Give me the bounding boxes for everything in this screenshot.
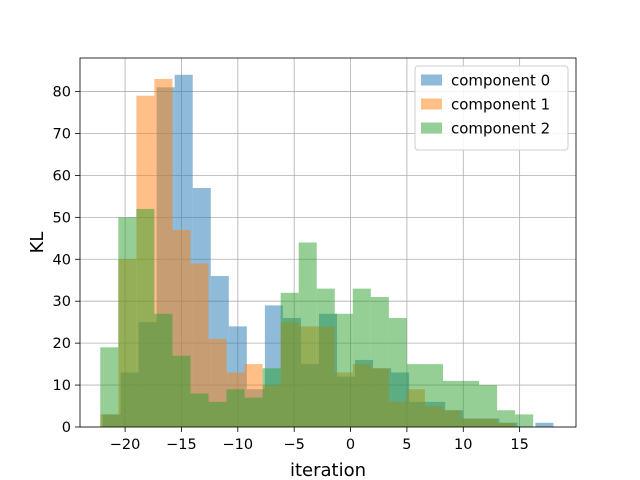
- y-axis-label: KL: [27, 232, 48, 254]
- histogram-bar: [316, 288, 335, 427]
- histogram-bars: [100, 74, 554, 428]
- legend-swatch: [421, 98, 442, 110]
- histogram-bar: [262, 368, 281, 427]
- histogram-bar: [244, 397, 263, 427]
- y-tick-label: 20: [53, 336, 71, 352]
- y-axis-ticks: 0 10 20 30 40 50 60 70 80: [53, 85, 80, 436]
- x-axis-ticks: −20 −15 −10 −5 0 5 10 15: [110, 427, 529, 453]
- histogram-bar: [334, 313, 353, 427]
- y-tick-label: 50: [53, 210, 71, 226]
- x-tick-label: −20: [110, 437, 141, 453]
- plot-frame: [79, 57, 577, 428]
- histogram-bar: [298, 242, 317, 427]
- histogram-bar: [515, 414, 534, 427]
- x-tick-label: 10: [454, 437, 472, 453]
- histogram-bar: [479, 385, 498, 427]
- histogram-bar: [172, 355, 191, 427]
- histogram-bar: [154, 313, 173, 427]
- histogram-bar: [280, 292, 299, 427]
- legend-label: component 2: [451, 120, 550, 138]
- x-tick-label: 15: [510, 437, 528, 453]
- legend-label: component 0: [451, 72, 550, 90]
- histogram-bar: [461, 380, 480, 427]
- y-tick-label: 40: [53, 252, 71, 268]
- y-tick-label: 60: [53, 168, 71, 184]
- legend-swatch: [421, 74, 442, 86]
- y-tick-label: 70: [53, 126, 71, 142]
- legend-label: component 1: [451, 96, 550, 114]
- histogram-bar: [388, 317, 407, 427]
- y-tick-label: 80: [53, 85, 71, 101]
- histogram-bar: [190, 393, 209, 427]
- histogram-bar: [190, 263, 209, 427]
- legend-box: [414, 65, 569, 151]
- legend-swatch: [421, 122, 442, 134]
- x-tick-label: 5: [402, 437, 411, 453]
- x-tick-label: −5: [283, 437, 304, 453]
- x-axis-label: iteration: [290, 460, 366, 480]
- x-tick-label: 0: [346, 437, 355, 453]
- x-tick-label: −15: [166, 437, 197, 453]
- histogram-bar: [442, 380, 462, 427]
- series-2-bars: [100, 208, 534, 427]
- y-tick-label: 10: [53, 378, 71, 394]
- histogram-bar: [370, 297, 389, 427]
- histogram-bar: [497, 410, 516, 427]
- histogram-bar: [352, 288, 371, 427]
- histogram-bar: [406, 364, 425, 427]
- histogram-bar: [226, 389, 245, 427]
- histogram-bar: [208, 401, 227, 427]
- y-tick-label: 0: [62, 420, 71, 436]
- histogram-bar: [100, 347, 119, 427]
- histogram-bar: [424, 364, 443, 427]
- histogram-bar: [136, 208, 155, 427]
- legend: component 0 component 1 component 2: [414, 65, 569, 151]
- histogram-bar: [118, 217, 137, 427]
- y-tick-label: 30: [53, 294, 71, 310]
- histogram-bar: [535, 422, 554, 427]
- x-tick-label: −10: [223, 437, 254, 453]
